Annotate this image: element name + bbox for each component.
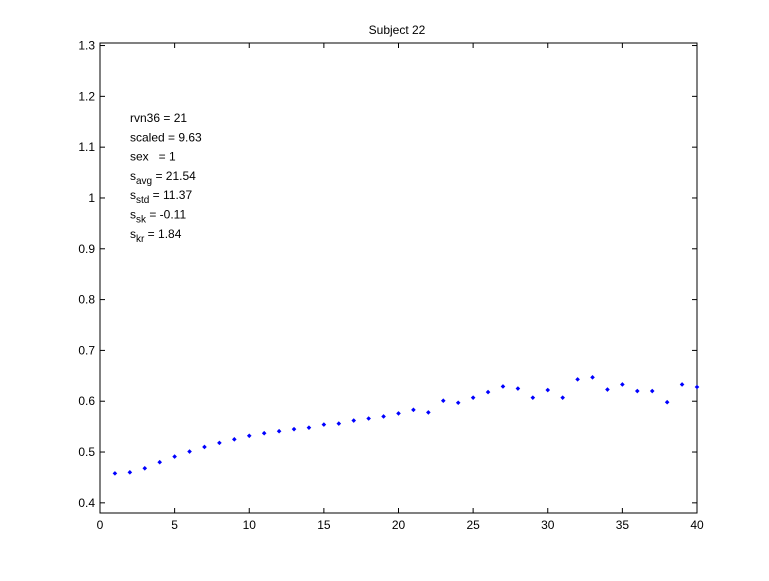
data-point <box>246 433 252 439</box>
data-points <box>112 375 700 476</box>
data-point <box>217 440 222 446</box>
data-point <box>396 411 401 416</box>
x-tick-label: 25 <box>466 518 480 532</box>
axis-ticks <box>99 43 698 513</box>
x-tick-label: 15 <box>317 518 331 532</box>
data-point <box>515 386 521 391</box>
data-point <box>142 465 148 471</box>
data-point <box>366 416 371 421</box>
data-point <box>605 387 610 392</box>
data-point <box>590 375 595 380</box>
annotation-value: = 21.54 <box>152 169 196 183</box>
data-point <box>172 454 177 459</box>
annotation-line: scaled = 9.63 <box>130 130 202 144</box>
y-tick-label: 1.3 <box>78 39 95 53</box>
data-point <box>470 395 476 400</box>
data-point <box>261 430 267 436</box>
data-point <box>411 407 416 413</box>
data-point <box>276 428 282 434</box>
data-point <box>112 471 118 476</box>
data-point <box>620 382 625 387</box>
y-tick-label: 0.4 <box>78 496 95 510</box>
annotation-value: = -0.11 <box>146 208 186 222</box>
x-tick-label: 30 <box>541 518 555 532</box>
data-point <box>560 395 565 400</box>
data-point <box>530 395 536 400</box>
x-tick-label: 35 <box>616 518 630 532</box>
axes-box <box>99 42 698 514</box>
data-point <box>649 388 655 394</box>
x-tick-label: 10 <box>243 518 257 532</box>
annotation-text: s <box>130 169 136 183</box>
annotation-subscript: std <box>136 195 149 206</box>
axis-tick-labels: 0 5 10 15 20 25 30 35 40 0.4 0.5 0.6 0.7 0.8 0.9 1 1.1 1.… <box>78 39 704 532</box>
data-point <box>426 410 431 415</box>
chart-title: Subject 22 <box>369 23 426 37</box>
annotation-subscript: kr <box>136 234 145 245</box>
x-tick-label: 5 <box>171 518 178 532</box>
annotation-line: savg = 21.54 <box>130 169 196 187</box>
data-point <box>127 470 133 475</box>
data-point <box>455 400 461 406</box>
x-tick-label: 40 <box>690 518 704 532</box>
y-tick-label: 1.2 <box>78 89 95 103</box>
data-point <box>440 398 446 404</box>
data-point <box>694 384 700 390</box>
data-point <box>635 388 640 394</box>
data-point <box>202 444 207 450</box>
annotation-line: skr = 1.84 <box>130 227 182 245</box>
data-point <box>291 426 297 432</box>
data-point <box>381 414 386 419</box>
data-point <box>306 425 312 430</box>
annotation-value: = 1.84 <box>144 227 181 241</box>
annotation-text: s <box>130 188 136 202</box>
annotation-subscript: avg <box>136 176 152 187</box>
x-tick-label: 20 <box>392 518 406 532</box>
data-point <box>485 389 491 395</box>
annotation-text: sex = 1 <box>130 150 176 164</box>
annotation-line: rvn36 = 21 <box>130 111 187 125</box>
annotation-text: s <box>130 227 136 241</box>
data-point <box>679 382 685 387</box>
annotation-text: s <box>130 208 136 222</box>
data-point <box>336 421 342 426</box>
annotation-text: scaled = 9.63 <box>130 130 202 144</box>
data-point <box>575 377 580 382</box>
y-tick-label: 1.1 <box>78 140 95 154</box>
data-point <box>545 387 551 393</box>
annotation-text: rvn36 = 21 <box>130 111 187 125</box>
data-point <box>351 418 357 423</box>
y-tick-label: 0.9 <box>78 242 95 256</box>
data-point <box>664 399 670 405</box>
y-tick-label: 0.5 <box>78 445 95 459</box>
data-point <box>187 449 192 454</box>
annotation-line: sex = 1 <box>130 150 176 164</box>
annotation-line: ssk = -0.11 <box>130 208 186 226</box>
data-point <box>232 437 237 442</box>
annotation-value: = 11.37 <box>149 188 192 202</box>
y-tick-label: 1 <box>88 191 95 205</box>
annotation-subscript: sk <box>136 215 147 226</box>
data-point <box>157 459 162 465</box>
data-point <box>321 422 327 427</box>
data-point <box>500 384 506 389</box>
y-tick-label: 0.7 <box>78 343 95 357</box>
x-tick-label: 0 <box>97 518 104 532</box>
annotation-line: sstd = 11.37 <box>130 188 192 206</box>
y-tick-label: 0.8 <box>78 293 95 307</box>
y-tick-label: 0.6 <box>78 394 95 408</box>
